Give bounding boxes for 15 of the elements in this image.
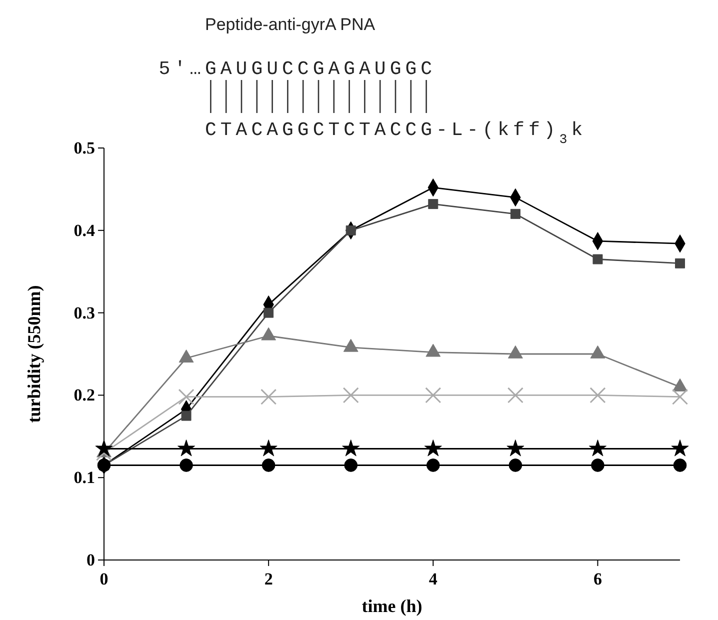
y-tick-label: 0.2 [74,386,95,405]
text: Peptide-anti-gyrA PNA [205,15,376,34]
y-tick-label: 0 [86,550,95,570]
x-tick-label: 0 [100,569,108,588]
x-tick-label: 6 [593,569,602,588]
y-tick-label: 0.5 [74,138,95,158]
y-axis-title: turbidity (550nm) [24,285,44,423]
y-tick-label: 0.3 [74,303,95,322]
x-tick-label: 2 [264,569,273,588]
x-axis-title: time (h) [362,596,422,616]
y-tick-label: 0.1 [74,468,95,488]
y-tick-label: 0.4 [74,220,96,240]
x-tick-label: 4 [428,569,438,588]
text: CTACAGGCTCTACCG-L-(kff)$_{3}$k [205,119,587,146]
text: 5'…GAUGUCCGAGAUGGC [158,58,436,80]
